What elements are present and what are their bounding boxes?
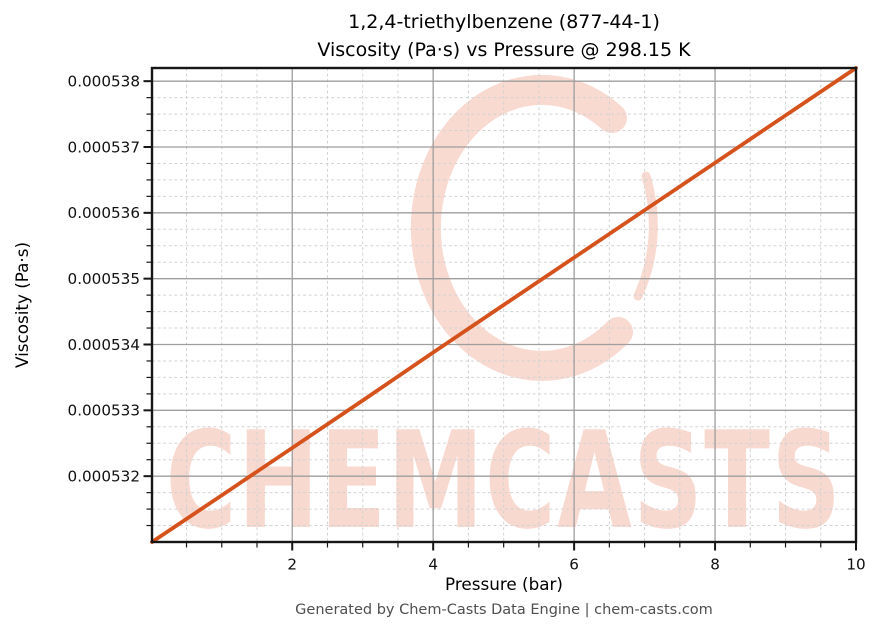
- y-tick-labels: 0.000532 0.000533 0.000534 0.000535 0.000536…: [68, 72, 140, 485]
- chart-title-line2: Viscosity (Pa·s) vs Pressure @ 298.15 K: [317, 39, 691, 61]
- data-line: [150, 66, 858, 544]
- chart-title-line1: 1,2,4-triethylbenzene (877-44-1): [348, 11, 660, 33]
- y-axis-label: Viscosity (Pa·s): [12, 242, 32, 368]
- y-tick-label: 0.000532: [68, 467, 140, 485]
- axis-ticks: [143, 80, 857, 551]
- y-tick-label: 0.000537: [68, 138, 140, 156]
- footer-credit: Generated by Chem-Casts Data Engine | ch…: [295, 602, 713, 618]
- x-tick-label: 2: [287, 556, 297, 574]
- y-tick-label: 0.000533: [68, 402, 140, 420]
- x-tick-label: 10: [846, 556, 865, 574]
- x-tick-label: 6: [569, 556, 579, 574]
- watermark-logo-crescent: [633, 171, 658, 301]
- x-axis-label: Pressure (bar): [445, 574, 563, 594]
- y-tick-label: 0.000535: [68, 270, 140, 288]
- x-tick-label: 4: [428, 556, 438, 574]
- watermark-logo-arc: [410, 74, 633, 381]
- x-tick-labels: 2 4 6 8 10: [287, 556, 865, 574]
- axes-spines: [150, 66, 858, 544]
- x-tick-label: 8: [710, 556, 720, 574]
- chart-title: 1,2,4-triethylbenzene (877-44-1) Viscosi…: [152, 8, 856, 64]
- y-tick-label: 0.000536: [68, 204, 140, 222]
- y-tick-label: 0.000534: [68, 336, 140, 354]
- y-tick-label: 0.000538: [68, 72, 140, 90]
